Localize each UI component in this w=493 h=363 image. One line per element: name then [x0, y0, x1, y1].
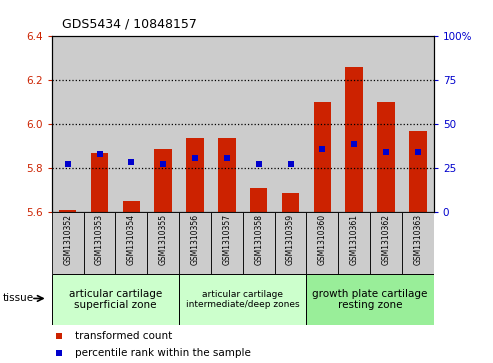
- Text: GSM1310357: GSM1310357: [222, 214, 231, 265]
- Bar: [377, 102, 395, 212]
- Bar: [218, 138, 236, 212]
- Bar: [147, 212, 179, 274]
- Text: GSM1310353: GSM1310353: [95, 214, 104, 265]
- Bar: [211, 212, 243, 274]
- Bar: [338, 36, 370, 212]
- Bar: [179, 274, 307, 325]
- Bar: [307, 212, 338, 274]
- Bar: [84, 36, 115, 212]
- Text: GSM1310361: GSM1310361: [350, 214, 359, 265]
- Bar: [402, 36, 434, 212]
- Bar: [179, 212, 211, 274]
- Bar: [275, 212, 307, 274]
- Text: GSM1310363: GSM1310363: [414, 214, 423, 265]
- Text: GSM1310358: GSM1310358: [254, 214, 263, 265]
- Bar: [243, 36, 275, 212]
- Bar: [52, 212, 84, 274]
- Bar: [147, 36, 179, 212]
- Text: GSM1310352: GSM1310352: [63, 214, 72, 265]
- Bar: [282, 192, 299, 212]
- Bar: [243, 212, 275, 274]
- Bar: [123, 201, 140, 212]
- Text: percentile rank within the sample: percentile rank within the sample: [75, 348, 250, 359]
- Bar: [370, 36, 402, 212]
- Bar: [338, 212, 370, 274]
- Text: growth plate cartilage
resting zone: growth plate cartilage resting zone: [313, 289, 428, 310]
- Bar: [275, 36, 307, 212]
- Bar: [52, 274, 179, 325]
- Bar: [52, 36, 84, 212]
- Bar: [179, 36, 211, 212]
- Bar: [346, 67, 363, 212]
- Bar: [186, 138, 204, 212]
- Bar: [91, 153, 108, 212]
- Bar: [59, 210, 76, 212]
- Bar: [250, 188, 268, 212]
- Text: GSM1310362: GSM1310362: [382, 214, 390, 265]
- Text: GSM1310359: GSM1310359: [286, 214, 295, 265]
- Text: GSM1310360: GSM1310360: [318, 214, 327, 265]
- Bar: [402, 212, 434, 274]
- Bar: [307, 36, 338, 212]
- Bar: [314, 102, 331, 212]
- Bar: [409, 131, 426, 212]
- Bar: [307, 274, 434, 325]
- Text: GDS5434 / 10848157: GDS5434 / 10848157: [62, 18, 197, 31]
- Bar: [154, 148, 172, 212]
- Text: GSM1310356: GSM1310356: [190, 214, 200, 265]
- Text: articular cartilage
superficial zone: articular cartilage superficial zone: [69, 289, 162, 310]
- Bar: [115, 36, 147, 212]
- Text: articular cartilage
intermediate/deep zones: articular cartilage intermediate/deep zo…: [186, 290, 300, 309]
- Text: transformed count: transformed count: [75, 331, 172, 340]
- Text: GSM1310354: GSM1310354: [127, 214, 136, 265]
- Bar: [84, 212, 115, 274]
- Bar: [115, 212, 147, 274]
- Text: GSM1310355: GSM1310355: [159, 214, 168, 265]
- Bar: [370, 212, 402, 274]
- Bar: [211, 36, 243, 212]
- Text: tissue: tissue: [2, 293, 34, 303]
